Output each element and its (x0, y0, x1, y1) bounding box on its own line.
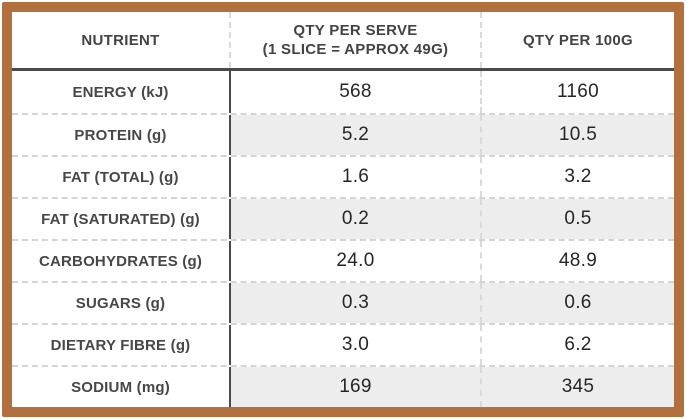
value-per-serve: 0.2 (231, 199, 482, 239)
value-per-100g: 345 (482, 367, 674, 407)
table-row-carbohydrates: CARBOHYDRATES (g) 24.0 48.9 (12, 239, 674, 281)
table-row-energy: ENERGY (kJ) 568 1160 (12, 71, 674, 113)
table-body: ENERGY (kJ) 568 1160 PROTEIN (g) 5.2 10.… (12, 71, 674, 407)
value-per-serve: 24.0 (231, 241, 482, 281)
value-per-serve: 3.0 (231, 325, 482, 365)
value-per-100g: 48.9 (482, 241, 674, 281)
column-header-nutrient: NUTRIENT (12, 12, 231, 68)
value-per-serve: 568 (231, 71, 482, 113)
value-per-100g: 3.2 (482, 157, 674, 197)
value-per-100g: 6.2 (482, 325, 674, 365)
table-row-fat-total: FAT (TOTAL) (g) 1.6 3.2 (12, 155, 674, 197)
table-row-sugars: SUGARS (g) 0.3 0.6 (12, 281, 674, 323)
table-row-sodium: SODIUM (mg) 169 345 (12, 365, 674, 407)
row-label: FAT (TOTAL) (g) (12, 157, 231, 197)
qty-per-serve-line1: QTY PER SERVE (293, 22, 418, 39)
value-per-serve: 1.6 (231, 157, 482, 197)
row-label: SODIUM (mg) (12, 367, 231, 407)
row-label: FAT (SATURATED) (g) (12, 199, 231, 239)
column-header-qty-per-serve: QTY PER SERVE (1 SLICE = APPROX 49G) (231, 12, 482, 68)
value-per-serve: 0.3 (231, 283, 482, 323)
column-header-qty-per-100g: QTY PER 100G (522, 31, 634, 49)
table-header-row: NUTRIENT QTY PER SERVE (1 SLICE = APPROX… (12, 12, 674, 71)
row-label: PROTEIN (g) (12, 115, 231, 155)
qty-per-serve-line2: (1 SLICE = APPROX 49G) (262, 41, 449, 58)
row-label: CARBOHYDRATES (g) (12, 241, 231, 281)
row-label: SUGARS (g) (12, 283, 231, 323)
value-per-serve: 169 (231, 367, 482, 407)
value-per-100g: 10.5 (482, 115, 674, 155)
row-label: DIETARY FIBRE (g) (12, 325, 231, 365)
table-row-fat-saturated: FAT (SATURATED) (g) 0.2 0.5 (12, 197, 674, 239)
value-per-100g: 0.6 (482, 283, 674, 323)
row-label: ENERGY (kJ) (12, 71, 231, 113)
table-row-protein: PROTEIN (g) 5.2 10.5 (12, 113, 674, 155)
value-per-100g: 0.5 (482, 199, 674, 239)
value-per-serve: 5.2 (231, 115, 482, 155)
table-row-dietary-fibre: DIETARY FIBRE (g) 3.0 6.2 (12, 323, 674, 365)
value-per-100g: 1160 (482, 71, 674, 113)
